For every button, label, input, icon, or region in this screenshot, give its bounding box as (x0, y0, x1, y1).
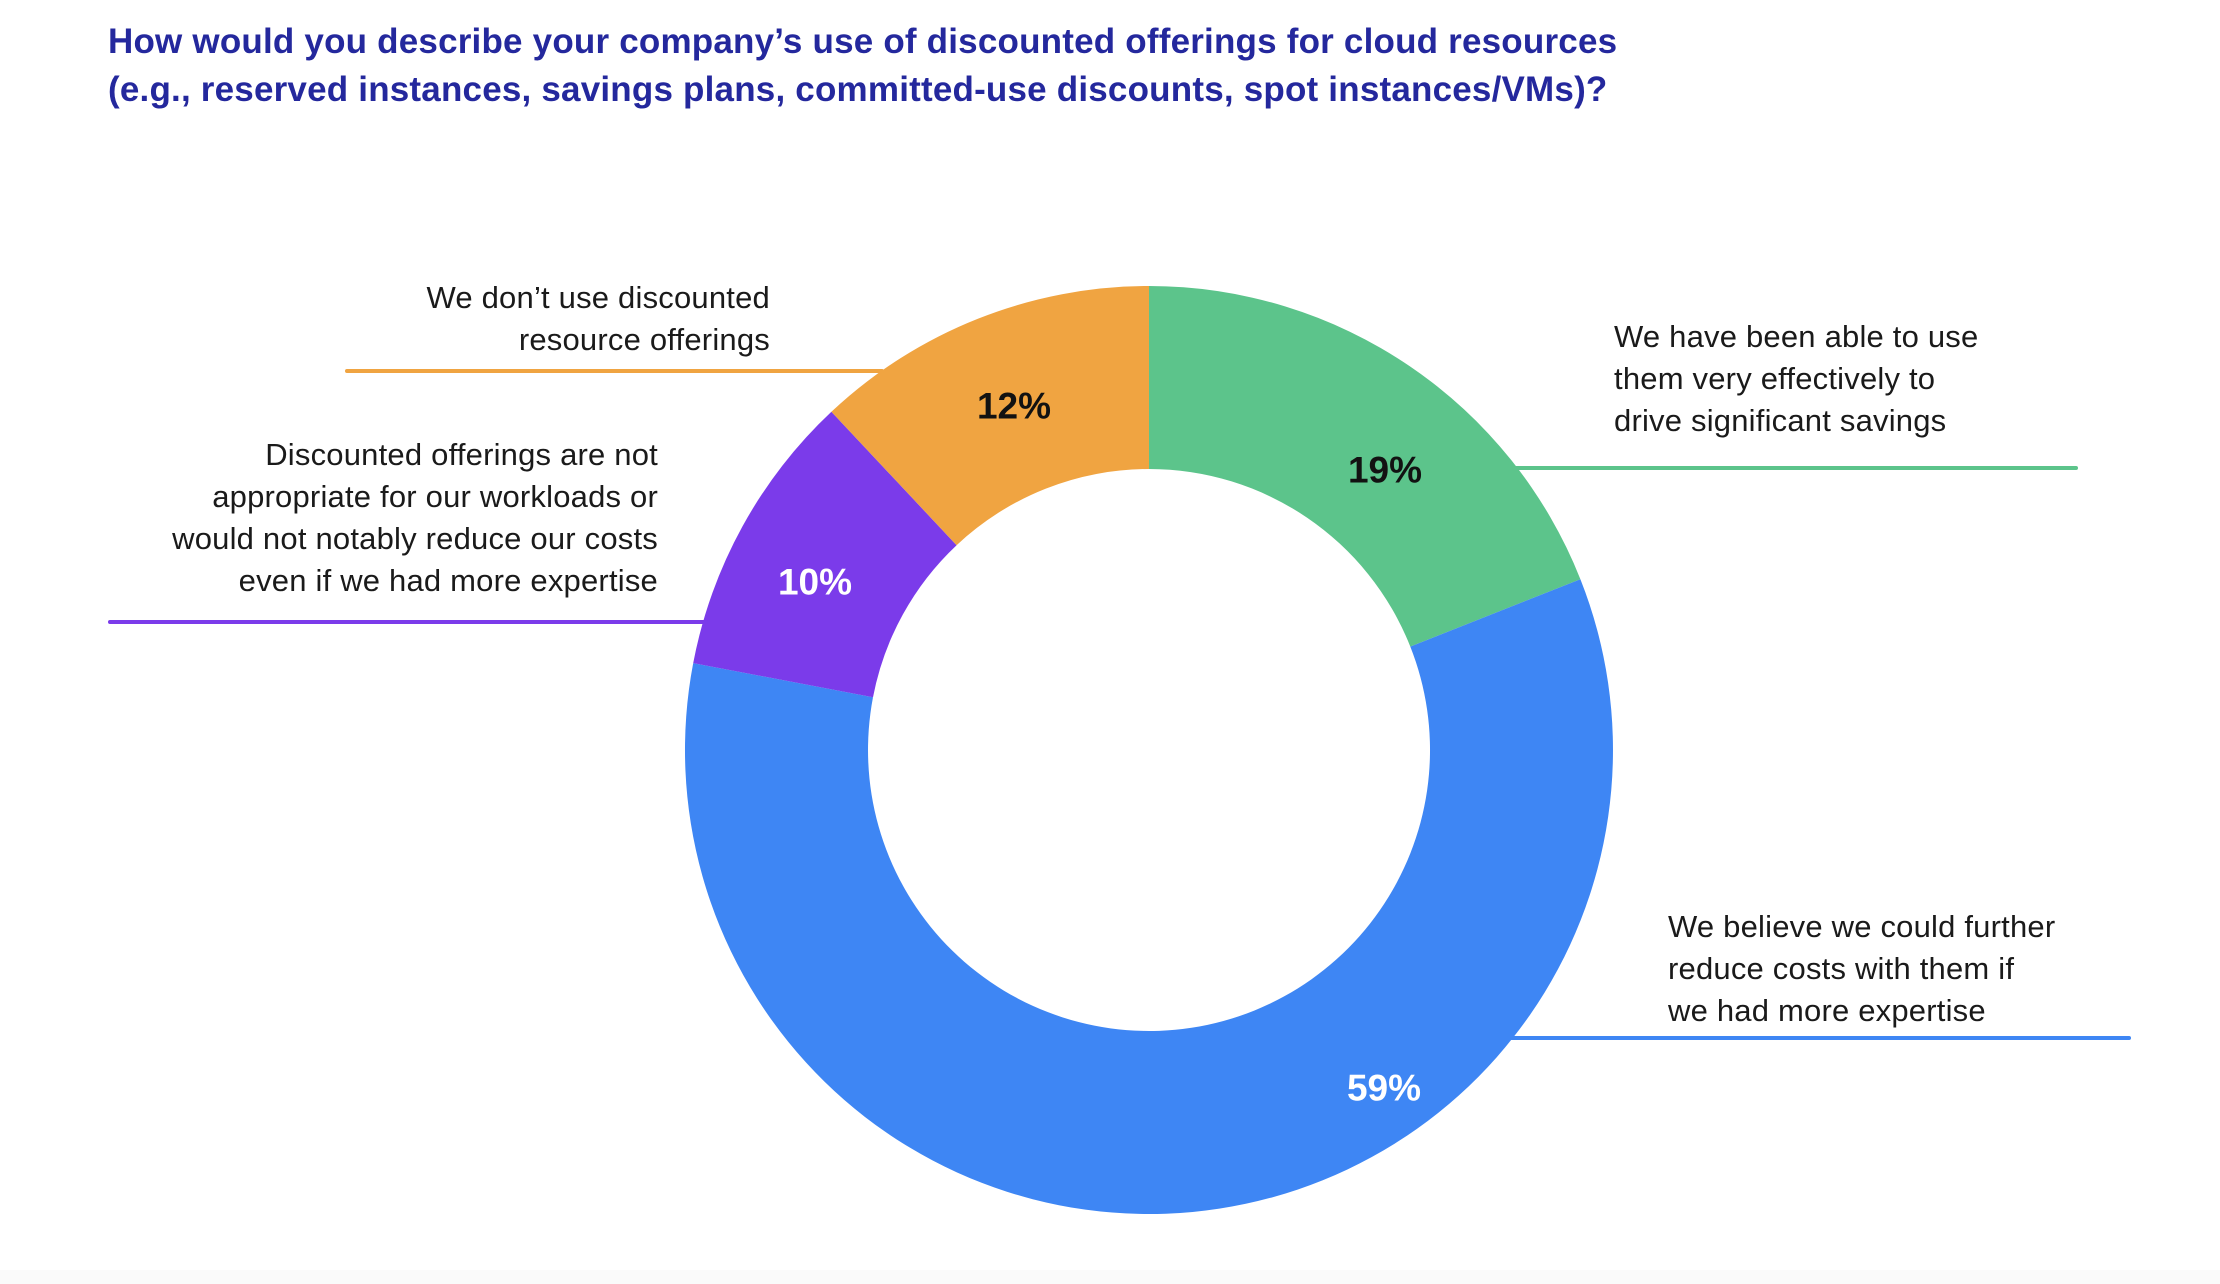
callout-connector-effective (1512, 466, 2078, 470)
segment-percent-label-not-appropriate-for-workloads: 10% (778, 562, 852, 603)
callout-label-line: We believe we could further (1668, 909, 2056, 944)
callout-label-line: We have been able to use (1614, 319, 1979, 354)
callout-label-could-reduce: We believe we could further reduce costs… (1668, 906, 2168, 1032)
pie-segment-effective-significant-savings (1149, 286, 1581, 647)
chart-question-title: How would you describe your company’s us… (108, 18, 1808, 114)
callout-label-line: appropriate for our workloads or (212, 479, 658, 514)
pie-segment-not-appropriate-for-workloads (693, 411, 957, 698)
callout-label-line: drive significant savings (1614, 403, 1947, 438)
segment-percent-label-dont-use-discounted-offerings: 12% (977, 386, 1051, 427)
callout-label-line: them very effectively to (1614, 361, 1936, 396)
callout-label-not-appropriate: Discounted offerings are not appropriate… (98, 434, 658, 602)
callout-label-line: even if we had more expertise (238, 563, 658, 598)
callout-label-line: Discounted offerings are not (265, 437, 658, 472)
callout-label-effective: We have been able to use them very effec… (1614, 316, 2114, 442)
segment-percent-label-could-reduce-more-with-expertise: 59% (1347, 1068, 1421, 1109)
callout-label-line: We don’t use discounted (426, 280, 770, 315)
callout-connector-dont-use (345, 369, 884, 373)
callout-label-line: reduce costs with them if (1668, 951, 2015, 986)
callout-label-dont-use: We don’t use discounted resource offerin… (290, 277, 770, 361)
chart-question-title-line-2: (e.g., reserved instances, savings plans… (108, 70, 1608, 109)
segment-percent-label-effective-significant-savings: 19% (1348, 450, 1422, 491)
callout-label-line: resource offerings (518, 322, 770, 357)
callout-connector-could-reduce (1506, 1036, 2131, 1040)
pie-segment-dont-use-discounted-offerings (831, 286, 1149, 546)
callout-connector-not-appropriate (108, 620, 708, 624)
bottom-page-band (0, 1270, 2220, 1284)
chart-question-title-line-1: How would you describe your company’s us… (108, 22, 1618, 61)
callout-label-line: we had more expertise (1668, 993, 1986, 1028)
pie-segment-could-reduce-more-with-expertise (684, 579, 1613, 1215)
callout-label-line: would not notably reduce our costs (172, 521, 658, 556)
